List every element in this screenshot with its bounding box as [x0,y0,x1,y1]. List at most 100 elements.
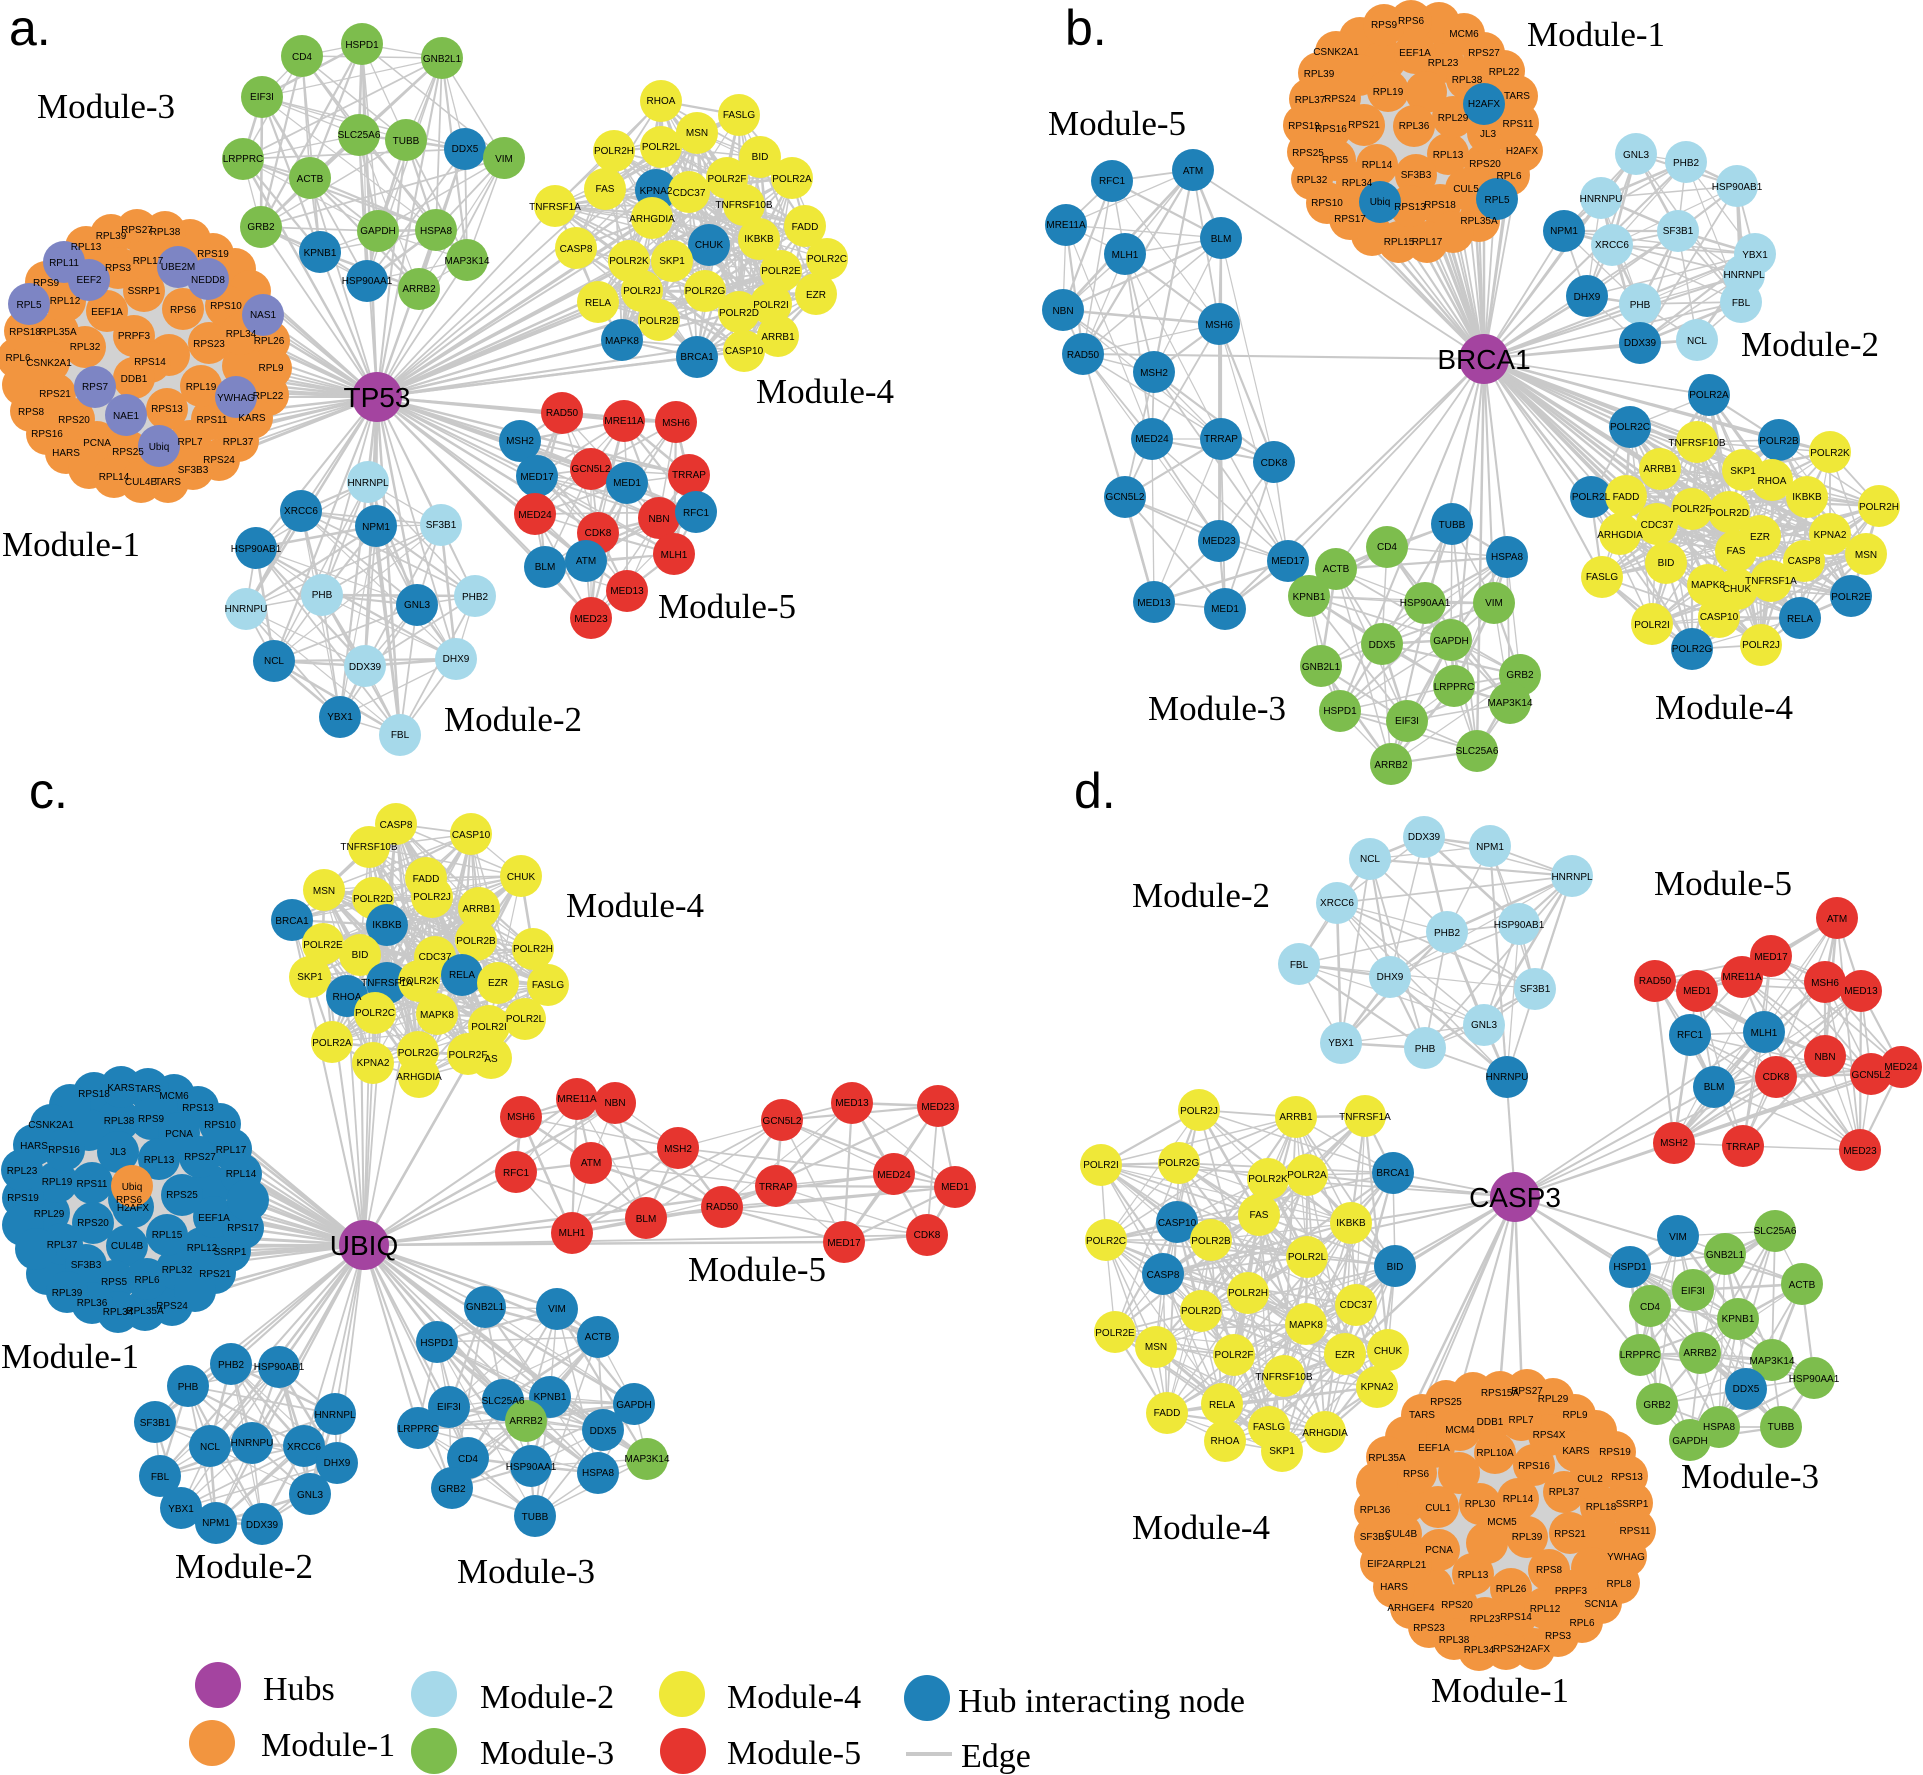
svg-text:RPS19: RPS19 [1599,1447,1631,1458]
svg-text:MRE11A: MRE11A [1046,220,1086,231]
svg-text:b.: b. [1065,0,1107,56]
svg-text:RPL12: RPL12 [50,296,81,307]
svg-text:POLR2L: POLR2L [1572,492,1611,503]
svg-text:POLR2E: POLR2E [761,266,801,277]
svg-text:CASP8: CASP8 [1788,556,1821,567]
svg-text:Module-3: Module-3 [1148,689,1286,728]
svg-text:RPS19: RPS19 [7,1193,39,1204]
svg-text:RPL6: RPL6 [1569,1618,1594,1629]
svg-text:RPS23: RPS23 [193,339,225,350]
svg-text:Hubs: Hubs [263,1671,335,1708]
svg-text:Module-2: Module-2 [480,1679,614,1716]
svg-text:KPNA2: KPNA2 [1361,1382,1394,1393]
svg-text:POLR2C: POLR2C [355,1008,395,1019]
svg-text:RPS19: RPS19 [197,249,229,260]
svg-text:Module-5: Module-5 [1654,864,1792,903]
svg-text:MSH2: MSH2 [506,436,534,447]
svg-text:FASLG: FASLG [532,980,564,991]
svg-text:EIF3I: EIF3I [1681,1286,1705,1297]
svg-text:RPS9: RPS9 [33,278,60,289]
svg-text:RPS11: RPS11 [197,415,228,426]
svg-text:POLR2J: POLR2J [413,892,451,903]
svg-text:AS: AS [484,1054,498,1065]
svg-text:PHB: PHB [312,590,333,601]
svg-text:DDX39: DDX39 [1624,338,1657,349]
svg-text:CDC37: CDC37 [1340,1300,1373,1311]
svg-text:RPS18: RPS18 [9,327,41,338]
svg-text:RPS8: RPS8 [18,407,45,418]
svg-text:RPS16: RPS16 [31,429,63,440]
svg-text:HSPD1: HSPD1 [1613,1262,1647,1273]
svg-text:RPS3: RPS3 [105,263,132,274]
svg-text:PCNA: PCNA [83,438,111,449]
svg-text:MLH1: MLH1 [559,1228,586,1239]
svg-text:NCL: NCL [1687,336,1707,347]
svg-text:NPM1: NPM1 [362,522,390,533]
svg-text:Module-5: Module-5 [1048,104,1186,143]
svg-text:ACTB: ACTB [1789,1280,1816,1291]
svg-text:NBN: NBN [604,1098,625,1109]
svg-text:RPL34: RPL34 [1464,1645,1495,1656]
svg-text:MRE11A: MRE11A [1722,972,1762,983]
svg-text:TRRAP: TRRAP [1204,434,1238,445]
svg-text:CD4: CD4 [292,52,312,63]
svg-text:EEF1A: EEF1A [1418,1443,1450,1454]
svg-text:MED17: MED17 [827,1238,861,1249]
svg-text:ARHGDIA: ARHGDIA [1597,530,1643,541]
svg-text:FBL: FBL [1290,960,1309,971]
svg-text:NPM1: NPM1 [1476,842,1504,853]
svg-text:ARRB1: ARRB1 [462,904,496,915]
svg-text:RPS21: RPS21 [1554,1529,1586,1540]
svg-text:DDB1: DDB1 [1477,1417,1504,1428]
svg-text:RPS27: RPS27 [1511,1386,1543,1397]
svg-text:RPL37: RPL37 [47,1240,78,1251]
svg-text:RPL35A: RPL35A [39,327,77,338]
svg-text:DHX9: DHX9 [1377,972,1404,983]
svg-text:VIM: VIM [548,1304,566,1315]
svg-text:KPNA2: KPNA2 [640,186,673,197]
svg-text:BLM: BLM [1704,1082,1725,1093]
svg-text:POLR2K: POLR2K [1248,1174,1288,1185]
svg-text:RPL38: RPL38 [104,1116,135,1127]
svg-text:FADD: FADD [413,874,440,885]
svg-text:HNRNPU: HNRNPU [1486,1072,1529,1083]
svg-text:RPL36: RPL36 [1399,121,1430,132]
svg-text:HSP90AB1: HSP90AB1 [1494,920,1545,931]
svg-text:H2AFX: H2AFX [1468,99,1501,110]
svg-text:GNL3: GNL3 [297,1490,324,1501]
svg-text:CSNK2A1: CSNK2A1 [28,1120,74,1131]
svg-text:SF3B1: SF3B1 [1520,984,1551,995]
svg-text:CHUK: CHUK [507,872,536,883]
svg-text:RPS27: RPS27 [1468,48,1500,59]
svg-text:CDC37: CDC37 [419,952,452,963]
svg-text:Module-3: Module-3 [457,1552,595,1591]
svg-text:MSN: MSN [686,128,708,139]
svg-text:BRCA1: BRCA1 [680,352,714,363]
svg-text:GNB2L1: GNB2L1 [1706,1250,1745,1261]
svg-text:RPL8: RPL8 [1606,1579,1631,1590]
svg-text:SLC25A6: SLC25A6 [338,130,381,141]
svg-text:CDC37: CDC37 [673,188,706,199]
svg-text:KARS: KARS [238,413,266,424]
svg-text:RPL6: RPL6 [1496,171,1521,182]
svg-text:RHOA: RHOA [333,992,362,1003]
svg-text:RPL35A: RPL35A [126,1306,164,1317]
svg-text:POLR2B: POLR2B [456,936,496,947]
svg-text:MED23: MED23 [1202,536,1236,547]
svg-text:ARRB1: ARRB1 [761,332,795,343]
svg-text:RELA: RELA [1209,1400,1235,1411]
svg-text:DHX9: DHX9 [1574,292,1601,303]
svg-text:FAS: FAS [596,184,615,195]
svg-text:GAPDH: GAPDH [616,1400,652,1411]
svg-text:RPL19: RPL19 [1373,87,1404,98]
svg-text:RPS27: RPS27 [121,225,153,236]
svg-text:RAD50: RAD50 [546,408,579,419]
svg-text:POLR2F: POLR2F [449,1050,488,1061]
svg-text:GCN5L2: GCN5L2 [572,464,611,475]
svg-text:CASP10: CASP10 [1158,1218,1197,1229]
svg-text:RPL6: RPL6 [5,353,30,364]
svg-text:RPL32: RPL32 [1297,175,1328,186]
svg-text:POLR2C: POLR2C [807,254,847,265]
svg-text:YWHAG: YWHAG [217,393,255,404]
svg-text:EIF3I: EIF3I [1395,716,1419,727]
